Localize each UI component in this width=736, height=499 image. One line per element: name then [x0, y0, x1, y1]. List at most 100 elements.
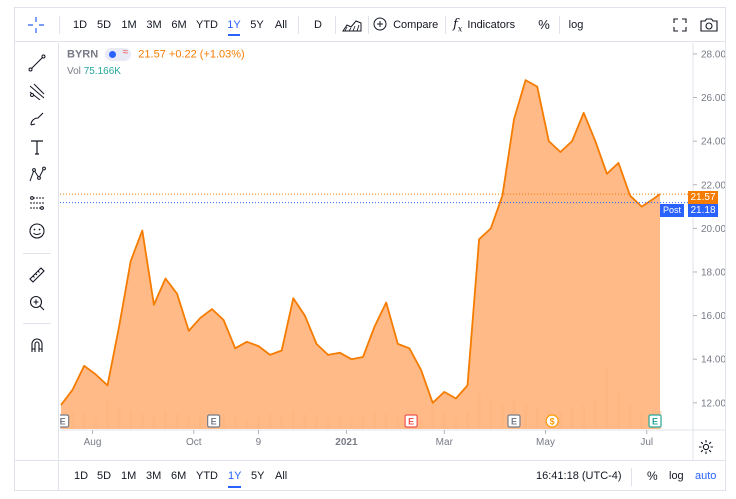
earnings-marker[interactable]: [207, 414, 221, 428]
time-tick-label: Mar: [436, 437, 454, 448]
range-ytd[interactable]: YTD: [196, 19, 218, 31]
area-chart-icon: [342, 20, 362, 32]
range-3m[interactable]: 3M: [146, 19, 162, 31]
chart-style-button[interactable]: [339, 8, 365, 42]
chart-widget: 1D 5D 1M 3M 6M YTD 1Y 5Y All D Compare f…: [14, 7, 726, 491]
fib-retracement-icon: [29, 83, 45, 100]
indicators-button[interactable]: fx Indicators: [453, 8, 525, 42]
range-5d[interactable]: 5D: [96, 19, 112, 31]
magnet-icon: [31, 338, 43, 352]
trend-line-icon: [28, 54, 46, 72]
clock-timezone[interactable]: 16:41:18 (UTC-4): [536, 470, 622, 482]
drawing-toolbar: [15, 43, 59, 491]
price-tick-label: 14.00: [701, 355, 725, 366]
volume-value: 75.166K: [83, 66, 121, 77]
emoji-tool[interactable]: [23, 219, 51, 243]
bottom-range-3m[interactable]: 3M: [146, 470, 162, 482]
earnings-marker[interactable]: [60, 414, 70, 428]
trend-line-tool[interactable]: [23, 51, 51, 75]
last-price-badge: 21.57: [688, 191, 718, 204]
toolbar-divider: [368, 16, 369, 34]
crosshair-icon: [28, 17, 44, 33]
time-tick-label: 2021: [335, 437, 358, 448]
price-tick-label: 26.00: [701, 93, 725, 104]
bottom-range-all[interactable]: All: [275, 470, 288, 482]
bottom-toolbar: 1D 5D 1M 3M 6M YTD 1Y 5Y All 16:41:18 (U…: [15, 460, 725, 491]
crosshair-tool-button[interactable]: [21, 8, 51, 42]
bottom-range-5y[interactable]: 5Y: [251, 470, 265, 482]
bottom-range-1d[interactable]: 1D: [74, 470, 89, 482]
forecast-icon: [30, 196, 44, 210]
time-tick-label: Jul: [640, 437, 653, 448]
log-scale-button[interactable]: log: [568, 19, 584, 31]
zoom-tool[interactable]: [23, 291, 51, 315]
fib-tool[interactable]: [23, 79, 51, 103]
pattern-icon: [29, 166, 46, 182]
price-tick-label: 24.00: [701, 137, 725, 148]
toolbar-divider: [59, 16, 60, 34]
fullscreen-button[interactable]: [671, 8, 689, 42]
dividend-marker[interactable]: [545, 414, 559, 428]
chart-legend: BYRN 21.57 +0.22 (+1.03%) Vol 75.166K: [67, 47, 245, 77]
event-marker-label: E: [211, 417, 217, 427]
brush-tool[interactable]: [23, 107, 51, 131]
magnet-tool[interactable]: [23, 333, 51, 357]
toolbar-divider: [445, 16, 446, 34]
toolbar-divider: [23, 323, 51, 324]
event-marker-label: E: [652, 417, 658, 427]
earnings-marker[interactable]: [648, 414, 662, 428]
bottom-auto-button[interactable]: auto: [695, 470, 717, 482]
range-1m[interactable]: 1M: [121, 19, 137, 31]
price-tick-label: 12.00: [701, 398, 725, 409]
camera-icon: [700, 18, 718, 32]
price-area-fill: [61, 80, 660, 429]
bottom-range-5d[interactable]: 5D: [97, 470, 112, 482]
text-tool[interactable]: [23, 135, 51, 159]
ruler-icon: [29, 267, 45, 283]
plus-circle-icon: [373, 17, 387, 31]
earnings-marker[interactable]: [404, 414, 418, 428]
toolbar-divider: [631, 468, 632, 486]
price-tick-label: 22.00: [701, 180, 725, 191]
range-6m[interactable]: 6M: [171, 19, 187, 31]
percent-scale-button[interactable]: %: [538, 17, 550, 32]
market-status-icon: [105, 47, 132, 61]
price-tick-label: 18.00: [701, 267, 725, 278]
price-tick-label: 16.00: [701, 311, 725, 322]
price-chart[interactable]: 12.00 14.00 16.00 18.00 20.00 22.00 24.00 26.00…: [60, 43, 725, 460]
bottom-range-1m[interactable]: 1M: [121, 470, 137, 482]
time-tick-label: Oct: [186, 437, 202, 448]
prediction-tool[interactable]: [23, 191, 51, 215]
range-all[interactable]: All: [274, 19, 288, 31]
price-change-value: +0.22 (+1.03%): [168, 48, 245, 61]
smiley-icon: [29, 223, 45, 239]
range-1y[interactable]: 1Y: [225, 8, 243, 42]
range-1d[interactable]: 1D: [72, 19, 88, 31]
pattern-tool[interactable]: [23, 163, 51, 187]
bottom-range-1y[interactable]: 1Y: [228, 461, 242, 492]
bottom-log-button[interactable]: log: [669, 470, 684, 482]
screenshot-button[interactable]: [699, 8, 719, 42]
last-price-value: 21.57: [138, 48, 166, 61]
compare-button[interactable]: Compare: [373, 8, 439, 42]
range-5y[interactable]: 5Y: [250, 19, 264, 31]
event-marker-label: $: [550, 417, 555, 427]
zoom-in-icon: [29, 295, 45, 311]
price-line: [60, 79, 661, 406]
bottom-percent-button[interactable]: %: [647, 469, 658, 483]
toolbar-divider: [559, 16, 560, 34]
fullscreen-icon: [673, 18, 687, 32]
top-toolbar: 1D 5D 1M 3M 6M YTD 1Y 5Y All D Compare f…: [15, 8, 725, 42]
toolbar-divider: [335, 16, 336, 34]
earnings-marker[interactable]: [507, 414, 521, 428]
chart-settings-button[interactable]: [698, 439, 714, 455]
time-tick-label: 9: [256, 437, 262, 448]
event-marker-label: E: [408, 417, 414, 427]
interval-button[interactable]: D: [314, 19, 322, 31]
fx-icon: fx: [453, 17, 463, 34]
bottom-range-6m[interactable]: 6M: [171, 470, 187, 482]
measure-tool[interactable]: [23, 263, 51, 287]
bottom-range-ytd[interactable]: YTD: [196, 470, 218, 482]
post-label-badge: Post: [660, 204, 684, 217]
post-price-badge: 21.18: [688, 204, 718, 217]
